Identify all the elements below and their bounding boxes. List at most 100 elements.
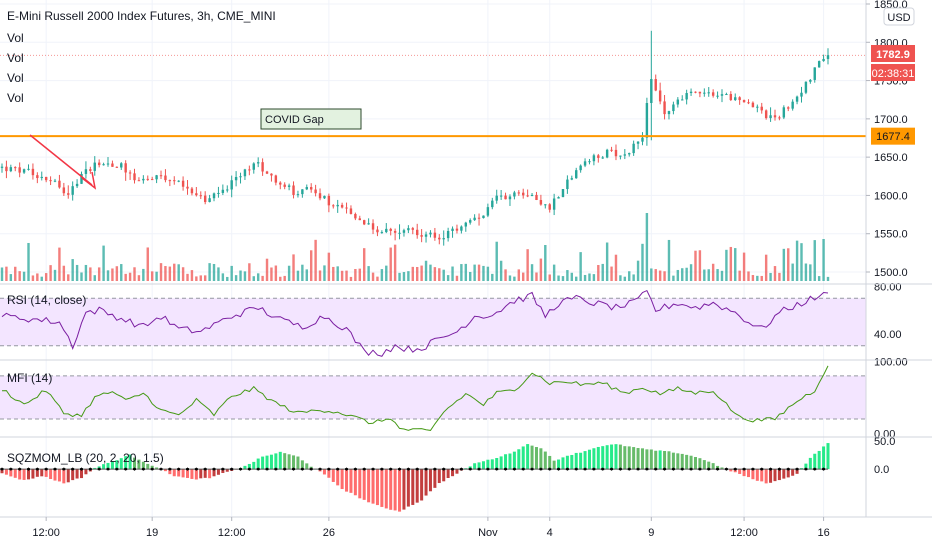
momentum-bar [455, 469, 459, 474]
momentum-bar [711, 463, 715, 470]
rsi-pane[interactable]: 80.00 40.00 [0, 281, 902, 357]
sqzmom-title[interactable]: SQZMOM_LB (20, 2, 20, 1.5) [7, 451, 164, 465]
countdown-text: 02:38:31 [872, 68, 915, 80]
momentum-bar [177, 469, 181, 477]
volume-bar [482, 265, 485, 281]
volume-bar [9, 274, 13, 281]
arrow-annotation[interactable] [29, 134, 97, 190]
candle-body [102, 164, 105, 166]
momentum-bar [22, 469, 26, 480]
momentum-bar [826, 443, 830, 470]
candle-body [270, 173, 273, 176]
candle-body [243, 169, 247, 177]
candle-body [212, 193, 216, 199]
volume-bar [446, 275, 450, 281]
candle-body [822, 58, 825, 62]
volume-bar [707, 269, 710, 281]
vol-label[interactable]: Vol [7, 71, 24, 85]
candle-body [592, 155, 596, 162]
volume-bar [146, 247, 149, 281]
volume-bar [309, 250, 313, 281]
price-candles[interactable] [0, 30, 830, 246]
vol-label[interactable]: Vol [7, 31, 24, 45]
momentum-bar [243, 465, 247, 470]
price-axis[interactable]: 1850.01800.01750.01700.01650.01600.01550… [866, 0, 908, 279]
candle-body [279, 182, 282, 185]
candle-body [53, 180, 57, 182]
volume-bar [80, 272, 83, 281]
volume-bar [605, 242, 609, 281]
candle-body [588, 161, 591, 163]
momentum-bar [570, 454, 574, 470]
mfi-pane[interactable]: 100.000.00 [0, 356, 908, 440]
volume-bar [438, 268, 441, 281]
time-tick-label: 26 [323, 527, 335, 539]
momentum-bar [150, 465, 154, 470]
candle-body [367, 223, 370, 225]
volume-bar [491, 273, 494, 281]
candle-body [517, 192, 521, 194]
candle-body [548, 204, 551, 210]
candle-body [477, 217, 481, 219]
volume-bar [623, 276, 627, 281]
momentum-bar [9, 469, 13, 477]
candle-body [522, 192, 525, 196]
candle-body [756, 106, 759, 108]
momentum-bar [773, 469, 777, 482]
last-price-label: 1782.9 02:38:31 [871, 45, 915, 81]
covid-gap-annotation[interactable]: COVID Gap [260, 108, 362, 130]
momentum-bar [716, 465, 720, 470]
momentum-bar [13, 469, 17, 478]
candle-body [561, 189, 565, 198]
candle-body [628, 153, 631, 155]
momentum-bar [71, 469, 75, 481]
candle-body [416, 229, 419, 236]
volume-bar [566, 270, 569, 281]
volume-bar [301, 264, 304, 281]
momentum-bar [345, 469, 349, 492]
volume-bar [557, 275, 560, 281]
candle-body [654, 79, 657, 91]
volume-bar [393, 244, 397, 281]
volume-bar [296, 270, 300, 281]
candle-body [314, 189, 317, 194]
candle-body [385, 228, 388, 233]
currency-button[interactable]: USD [883, 7, 915, 26]
momentum-bar [623, 446, 627, 470]
candle-body [318, 193, 322, 199]
volume-bar [243, 271, 247, 281]
time-axis[interactable]: 12:00 19 12:00 26 Nov 4 9 12:00 16 [32, 517, 830, 539]
momentum-bar [393, 469, 397, 511]
momentum-bar [84, 469, 88, 475]
indicator-line [1, 365, 829, 431]
volume-bar [685, 267, 688, 281]
candle-body [203, 195, 207, 203]
volume-bar [142, 268, 145, 281]
momentum-bar [477, 462, 481, 470]
volume-bar [265, 258, 269, 281]
volume-bar [530, 264, 534, 281]
candle-body [256, 162, 260, 164]
volume-bar [385, 265, 388, 281]
volume-bar [424, 260, 428, 281]
momentum-bar [384, 469, 388, 509]
momentum-bar [283, 453, 287, 470]
volume-bar [513, 276, 516, 281]
volume-bar [433, 267, 437, 281]
volume-bar [318, 270, 322, 281]
squeeze-momentum-pane[interactable]: 50.0 0.0 [0, 436, 895, 512]
vol-label[interactable]: Vol [7, 91, 24, 105]
momentum-bar [499, 456, 503, 470]
volume-bar [473, 264, 476, 281]
rsi-title[interactable]: RSI (14, close) [7, 293, 86, 307]
momentum-bar [106, 462, 110, 470]
momentum-bar [481, 461, 485, 470]
candle-body [186, 186, 189, 189]
momentum-bar [587, 449, 591, 470]
candle-body [552, 198, 556, 210]
vol-label[interactable]: Vol [7, 51, 24, 65]
volume-bar [349, 276, 353, 281]
mfi-title[interactable]: MFI (14) [7, 371, 52, 385]
candle-body [813, 67, 816, 80]
